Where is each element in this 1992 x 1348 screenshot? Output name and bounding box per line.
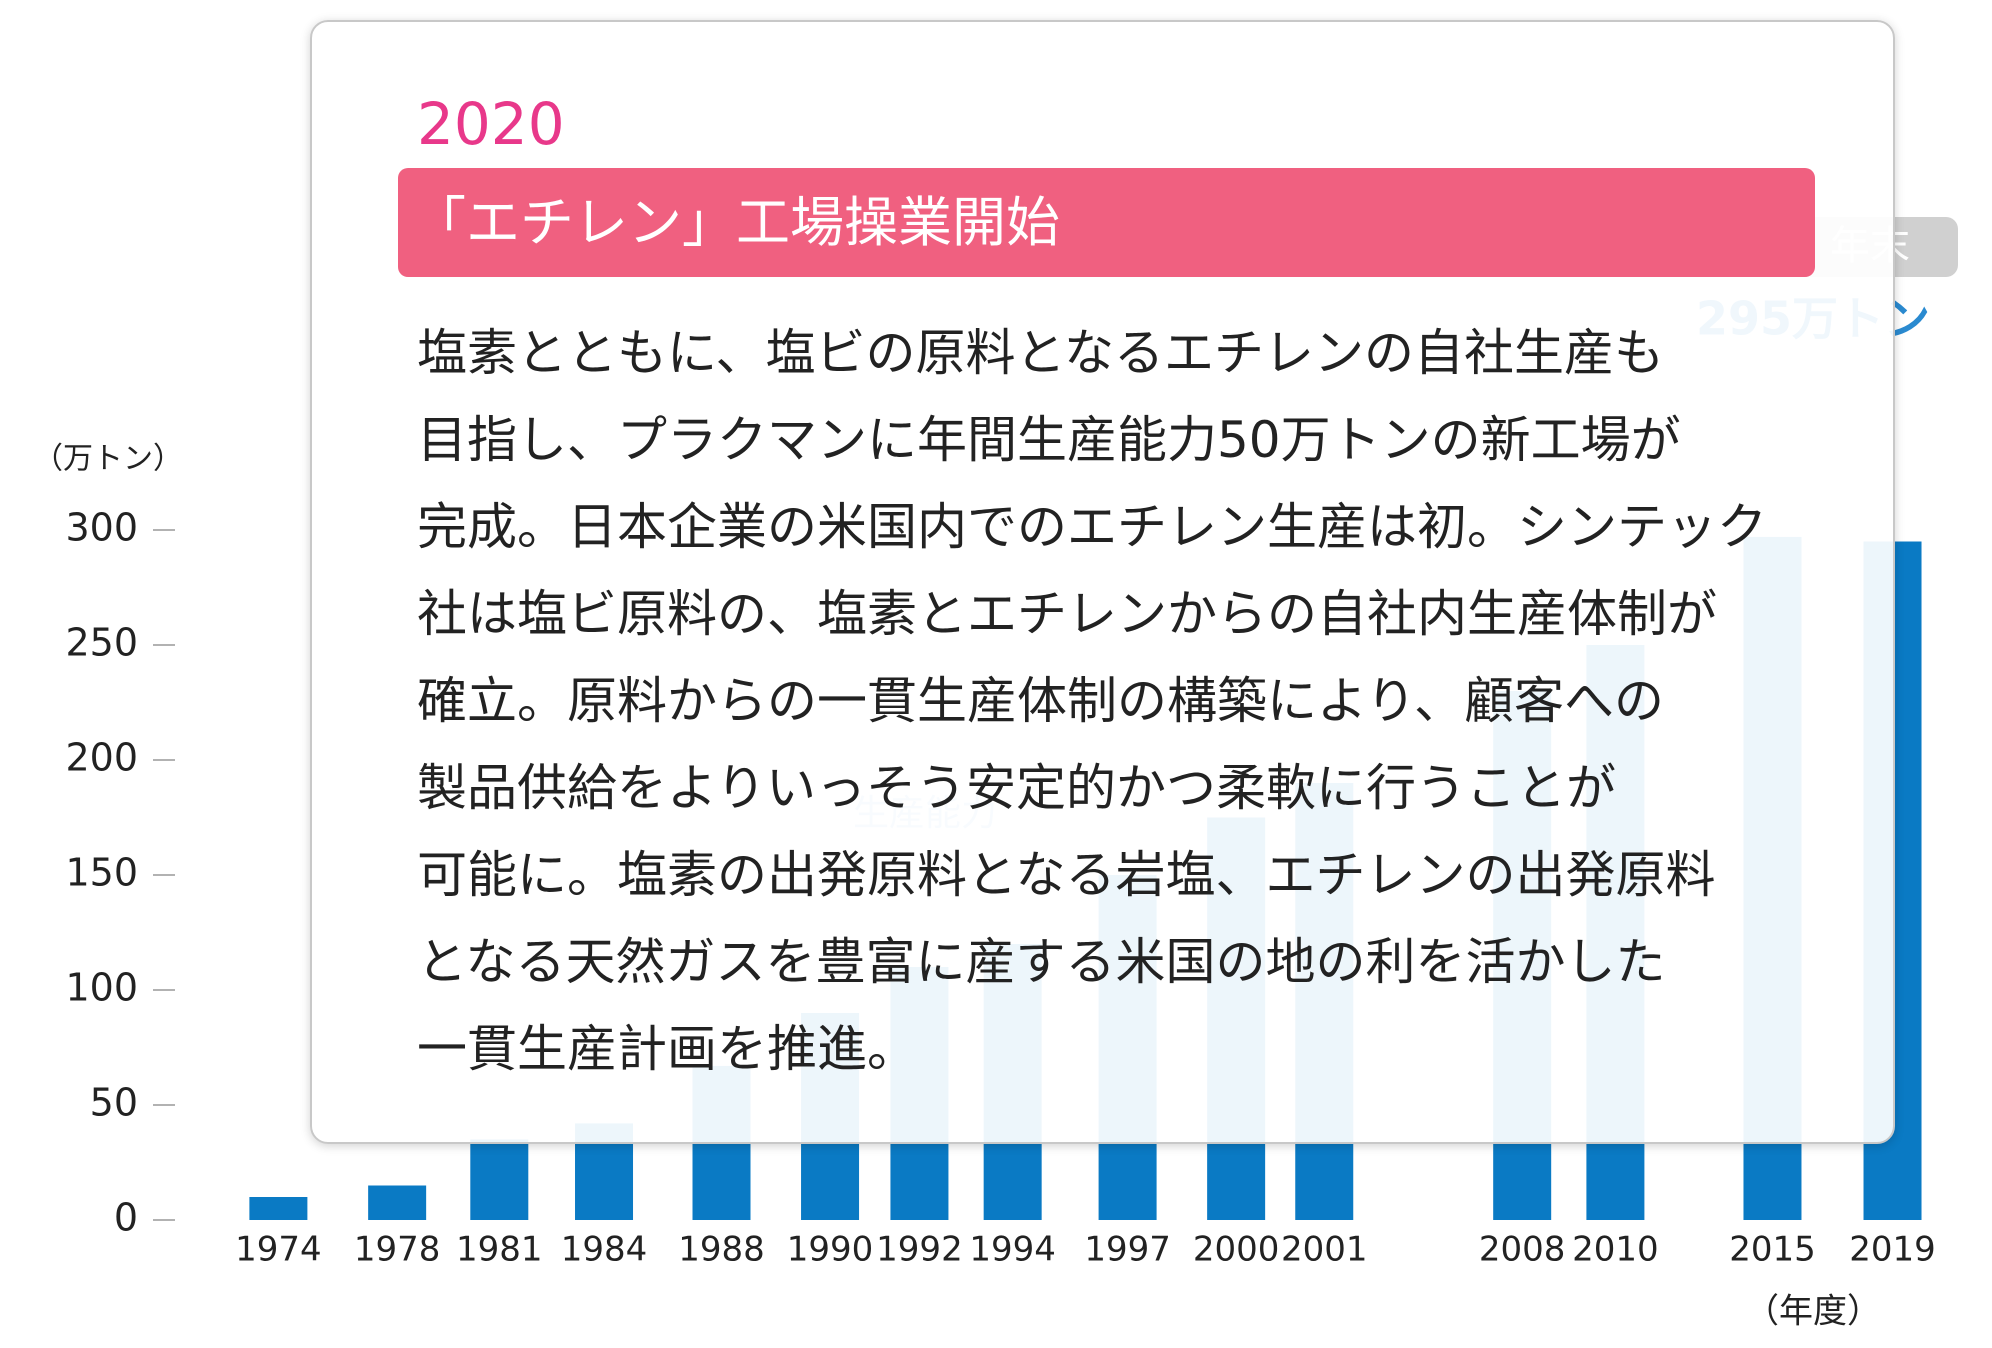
x-tick-label: 2001 — [1281, 1230, 1368, 1270]
x-tick-label: 1994 — [969, 1230, 1056, 1270]
x-tick-label: 1978 — [354, 1230, 441, 1270]
popup-body-line: 塩素とともに、塩ビの原料となるエチレンの自社生産も — [417, 324, 1664, 382]
x-tick-label: 2010 — [1572, 1230, 1659, 1270]
bar — [368, 1185, 427, 1220]
y-tick-label: 200 — [65, 736, 138, 780]
x-tick-label: 2000 — [1193, 1230, 1280, 1270]
popup-body-line: となる天然ガスを豊富に産する米国の地の利を活かした — [417, 933, 1666, 991]
x-tick-label: 1997 — [1084, 1230, 1171, 1270]
y-tick-label: 50 — [90, 1081, 138, 1125]
x-tick-label: 1988 — [678, 1230, 765, 1270]
y-tick-label: 250 — [65, 621, 138, 665]
x-tick-label: 2015 — [1729, 1230, 1816, 1270]
popup-body-line: 製品供給をよりいっそう安定的かつ柔軟に行うことが — [417, 759, 1616, 817]
x-tick-label: 1981 — [456, 1230, 543, 1270]
popup-body-line: 確立。原料からの一貫生産体制の構築により、顧客への — [417, 672, 1664, 730]
popup-body: 塩素とともに、塩ビの原料となるエチレンの自社生産も 目指し、プラクマンに年間生産能… — [417, 310, 1767, 1093]
popup-body-line: 社は塩ビ原料の、塩素とエチレンからの自社内生産体制が — [417, 585, 1717, 643]
x-tick-label: 2008 — [1479, 1230, 1566, 1270]
x-tick-label: 1984 — [561, 1230, 648, 1270]
bar — [470, 1139, 529, 1220]
y-tick-label: 300 — [65, 506, 138, 550]
popup-year: 2020 — [417, 90, 565, 158]
y-tick-label: 100 — [65, 966, 138, 1010]
x-axis-label: （年度） — [1745, 1292, 1881, 1332]
x-tick-label: 1990 — [787, 1230, 874, 1270]
popup[interactable]: 2020 「エチレン」工場操業開始 塩素とともに、塩ビの原料となるエチレンの自社… — [310, 20, 1895, 1144]
y-tick-label: 0 — [114, 1196, 138, 1240]
x-tick-label: 1974 — [235, 1230, 322, 1270]
popup-body-line: 可能に。塩素の出発原料となる岩塩、エチレンの出発原料 — [417, 846, 1716, 904]
y-tick-label: 150 — [65, 851, 138, 895]
x-tick-label: 2019 — [1849, 1230, 1936, 1270]
popup-title: 「エチレン」工場操業開始 — [398, 168, 1815, 277]
x-tick-label: 1992 — [876, 1230, 963, 1270]
y-axis-label: （万トン） — [33, 442, 183, 477]
popup-body-line: 一貫生産計画を推進。 — [417, 1020, 917, 1078]
popup-body-line: 目指し、プラクマンに年間生産能力50万トンの新工場が — [417, 411, 1681, 469]
bar — [249, 1197, 308, 1220]
popup-body-line: 完成。日本企業の米国内でのエチレン生産は初。シンテック — [417, 498, 1767, 556]
